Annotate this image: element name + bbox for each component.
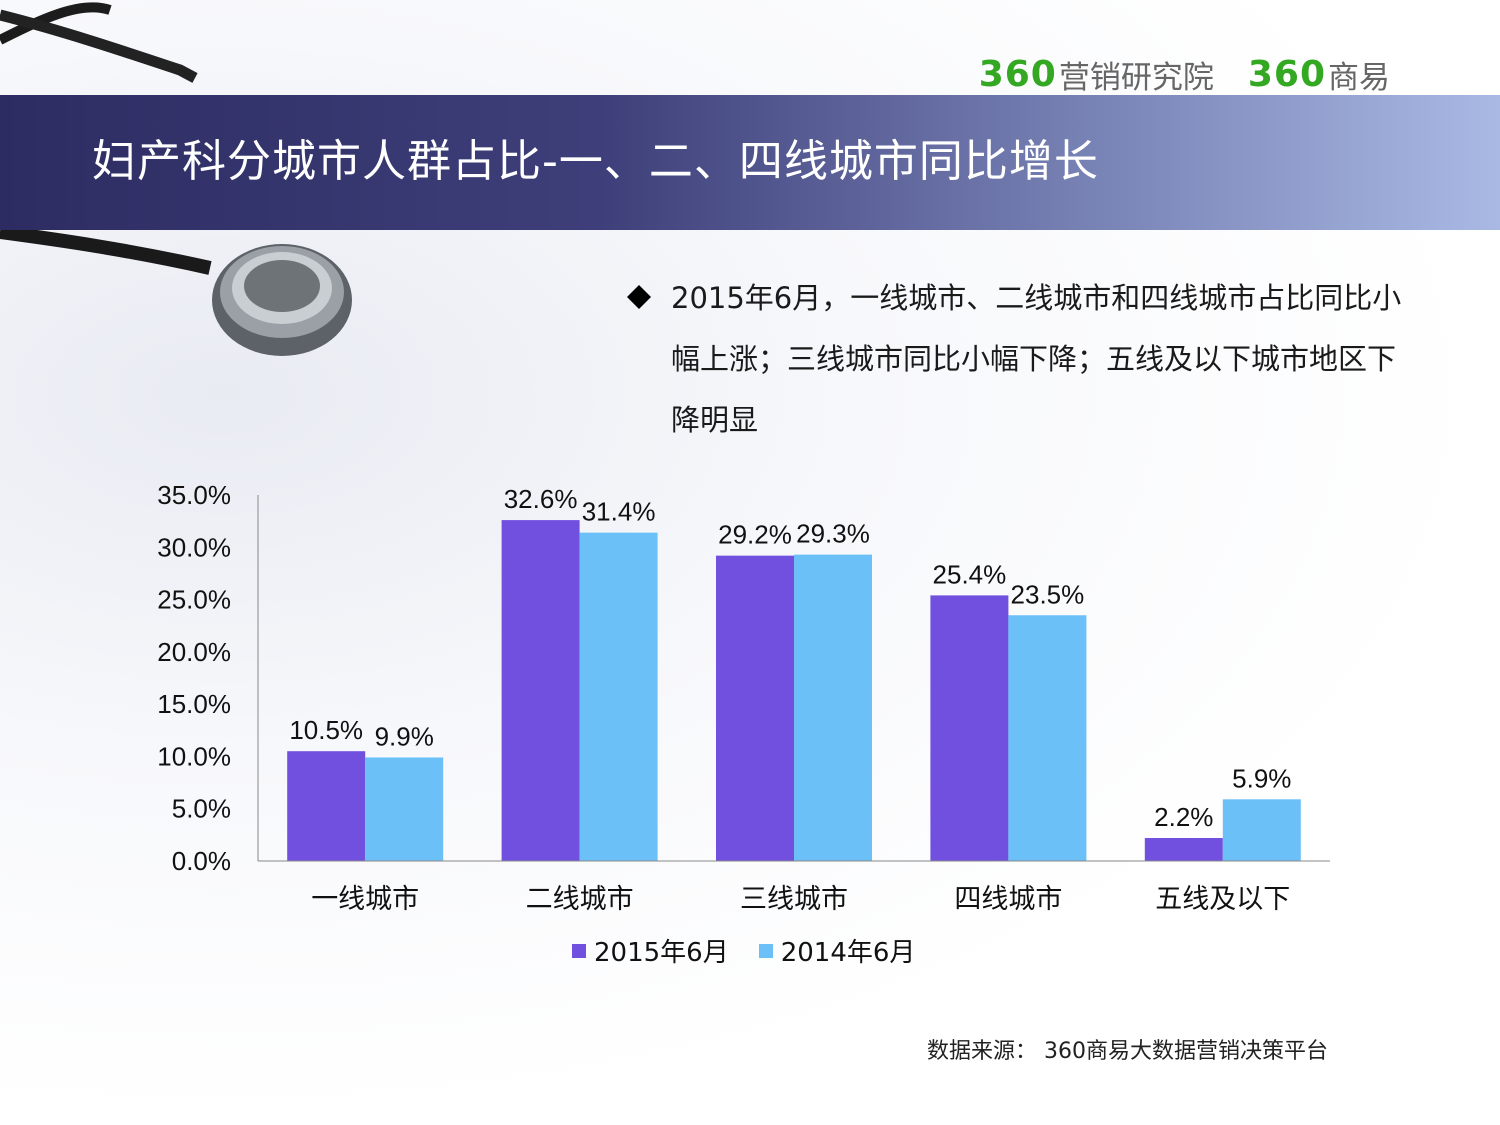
legend-swatch-2015 bbox=[572, 943, 586, 958]
bar bbox=[1008, 615, 1087, 861]
bars: 10.5% 9.9% 32.6% 31.4% 29.2% 29.3% 25.4%23.5% 2… bbox=[287, 484, 1301, 861]
legend-swatch-2014 bbox=[758, 943, 773, 958]
bar bbox=[365, 757, 444, 861]
data-label: 32.6% bbox=[504, 484, 578, 514]
x-tick-label: 五线及以下 bbox=[1155, 884, 1290, 914]
logo-research-text: 营销研究院 bbox=[1058, 60, 1214, 96]
x-tick-label: 一线城市 bbox=[311, 884, 419, 914]
title-band: 妇产科分城市人群占比-一、二、四线城市同比增长 bbox=[0, 95, 1500, 230]
stethoscope-image bbox=[0, 2, 352, 356]
data-label: 29.3% bbox=[796, 519, 870, 549]
legend-item-2015: 2015年6月 bbox=[572, 932, 729, 969]
y-tick-label: 25.0% bbox=[157, 585, 231, 615]
diamond-bullet-icon bbox=[627, 285, 651, 309]
page-title: 妇产科分城市人群占比-一、二、四线城市同比增长 bbox=[92, 136, 1099, 187]
bar bbox=[930, 595, 1009, 861]
data-label: 10.5% bbox=[289, 715, 363, 745]
bar bbox=[794, 554, 872, 861]
y-tick-label: 0.0% bbox=[172, 846, 231, 876]
legend-label-2014: 2014年6月 bbox=[780, 938, 916, 968]
y-axis: 0.0% 5.0% 10.0% 15.0% 20.0% 25.0% 30.0% 35.0% bbox=[157, 480, 259, 876]
data-label: 5.9% bbox=[1232, 763, 1291, 793]
bar bbox=[1144, 837, 1223, 861]
bar bbox=[501, 520, 580, 861]
bar bbox=[579, 532, 658, 861]
data-label: 9.9% bbox=[375, 721, 434, 751]
summary-bullet: 2015年6月，一线城市、二线城市和四线城市占比同比小幅上涨；三线城市同比小幅下… bbox=[625, 268, 1405, 451]
x-tick-label: 二线城市 bbox=[526, 884, 634, 914]
y-tick-label: 35.0% bbox=[157, 480, 231, 510]
y-tick-label: 15.0% bbox=[157, 689, 231, 719]
logo-360-number: 360 bbox=[978, 54, 1057, 95]
bar bbox=[287, 751, 366, 861]
legend-label-2015: 2015年6月 bbox=[594, 938, 729, 968]
x-tick-label: 四线城市 bbox=[954, 884, 1062, 914]
y-tick-label: 20.0% bbox=[157, 637, 231, 667]
data-label: 23.5% bbox=[1011, 579, 1085, 609]
data-source-note: 数据来源： 360商易大数据营销决策平台 bbox=[927, 1039, 1328, 1064]
y-tick-label: 30.0% bbox=[157, 532, 231, 562]
y-tick-label: 5.0% bbox=[172, 794, 231, 824]
data-label: 25.4% bbox=[933, 559, 1007, 589]
logo-360-shangyi: 360 商易 bbox=[1248, 52, 1390, 97]
bar bbox=[716, 555, 794, 861]
data-label: 29.2% bbox=[718, 520, 792, 550]
x-tick-label: 三线城市 bbox=[740, 884, 848, 914]
y-tick-label: 10.0% bbox=[157, 741, 231, 771]
bar bbox=[1222, 799, 1301, 861]
legend-item-2014: 2014年6月 bbox=[758, 932, 916, 969]
summary-text: 2015年6月，一线城市、二线城市和四线城市占比同比小幅上涨；三线城市同比小幅下… bbox=[671, 281, 1402, 437]
legend: 2015年6月 2014年6月 bbox=[572, 932, 915, 969]
logo-360-research: 360 营销研究院 bbox=[979, 52, 1214, 97]
logo-bar: 360 营销研究院 360 商易 bbox=[979, 52, 1390, 97]
data-label: 31.4% bbox=[582, 497, 656, 527]
x-axis: 一线城市 二线城市 三线城市 四线城市 五线及以下 bbox=[258, 860, 1330, 914]
logo-360-number-2: 360 bbox=[1247, 54, 1326, 95]
logo-shangyi-text: 商易 bbox=[1328, 60, 1390, 96]
data-label: 2.2% bbox=[1154, 802, 1213, 832]
